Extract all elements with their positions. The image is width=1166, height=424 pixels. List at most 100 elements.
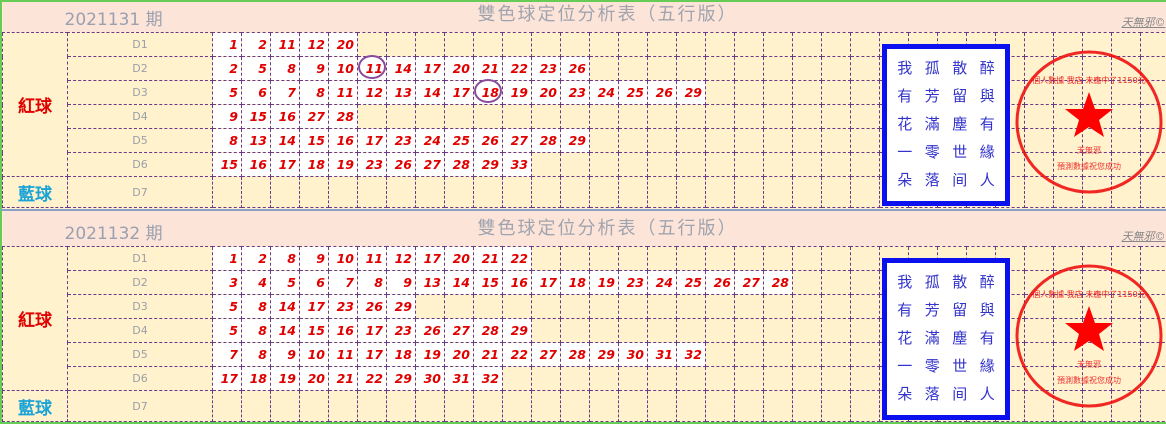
empty-cell[interactable] (647, 104, 677, 129)
empty-cell[interactable] (531, 366, 561, 391)
number-cell[interactable]: 5 (241, 56, 271, 81)
empty-cell[interactable] (792, 246, 822, 271)
empty-cell[interactable] (792, 80, 822, 105)
empty-cell[interactable] (357, 104, 387, 129)
empty-cell[interactable] (792, 294, 822, 319)
empty-cell[interactable] (444, 32, 474, 57)
empty-cell[interactable] (1053, 246, 1083, 271)
empty-cell[interactable] (705, 32, 735, 57)
empty-cell[interactable] (1024, 366, 1054, 391)
number-cell[interactable]: 28 (444, 152, 474, 177)
number-cell[interactable]: 13 (386, 80, 416, 105)
empty-cell[interactable] (618, 56, 648, 81)
empty-cell[interactable] (589, 176, 619, 208)
empty-cell[interactable] (821, 128, 851, 153)
empty-cell[interactable] (1111, 128, 1141, 153)
empty-cell[interactable] (850, 342, 880, 367)
empty-cell[interactable] (386, 176, 416, 208)
empty-cell[interactable] (821, 390, 851, 422)
empty-cell[interactable] (647, 152, 677, 177)
empty-cell[interactable] (705, 342, 735, 367)
number-cell[interactable]: 8 (299, 80, 329, 105)
number-cell[interactable]: 30 (415, 366, 445, 391)
empty-cell[interactable] (821, 56, 851, 81)
empty-cell[interactable] (1053, 270, 1083, 295)
number-cell[interactable]: 6 (299, 270, 329, 295)
number-cell[interactable]: 29 (502, 318, 532, 343)
empty-cell[interactable] (850, 366, 880, 391)
empty-cell[interactable] (821, 152, 851, 177)
number-cell[interactable]: 15 (299, 318, 329, 343)
empty-cell[interactable] (676, 366, 706, 391)
empty-cell[interactable] (792, 318, 822, 343)
empty-cell[interactable] (1140, 128, 1166, 153)
empty-cell[interactable] (589, 366, 619, 391)
empty-cell[interactable] (1111, 32, 1141, 57)
empty-cell[interactable] (560, 104, 590, 129)
empty-cell[interactable] (792, 152, 822, 177)
empty-cell[interactable] (357, 32, 387, 57)
empty-cell[interactable] (328, 176, 358, 208)
empty-cell[interactable] (589, 128, 619, 153)
empty-cell[interactable] (1053, 294, 1083, 319)
empty-cell[interactable] (647, 128, 677, 153)
number-cell[interactable]: 18 (299, 152, 329, 177)
empty-cell[interactable] (705, 128, 735, 153)
number-cell[interactable]: 2 (212, 56, 242, 81)
empty-cell[interactable] (734, 104, 764, 129)
empty-cell[interactable] (473, 176, 503, 208)
number-cell[interactable]: 30 (618, 342, 648, 367)
empty-cell[interactable] (647, 294, 677, 319)
empty-cell[interactable] (473, 390, 503, 422)
number-cell[interactable]: 1 (212, 32, 242, 57)
empty-cell[interactable] (1024, 318, 1054, 343)
number-cell[interactable]: 15 (241, 104, 271, 129)
number-cell[interactable]: 17 (357, 128, 387, 153)
number-cell[interactable]: 8 (241, 294, 271, 319)
empty-cell[interactable] (850, 128, 880, 153)
empty-cell[interactable] (1082, 32, 1112, 57)
number-cell[interactable]: 18 (241, 366, 271, 391)
empty-cell[interactable] (850, 246, 880, 271)
empty-cell[interactable] (850, 80, 880, 105)
empty-cell[interactable] (1082, 56, 1112, 81)
empty-cell[interactable] (1082, 80, 1112, 105)
empty-cell[interactable] (705, 80, 735, 105)
number-cell[interactable]: 27 (444, 318, 474, 343)
empty-cell[interactable] (647, 32, 677, 57)
number-cell[interactable]: 19 (270, 366, 300, 391)
empty-cell[interactable] (792, 56, 822, 81)
empty-cell[interactable] (676, 294, 706, 319)
number-cell[interactable]: 29 (386, 294, 416, 319)
number-cell[interactable]: 13 (241, 128, 271, 153)
number-cell[interactable]: 19 (589, 270, 619, 295)
number-cell[interactable]: 11 (357, 55, 387, 81)
empty-cell[interactable] (531, 32, 561, 57)
number-cell[interactable]: 20 (531, 80, 561, 105)
empty-cell[interactable] (589, 294, 619, 319)
empty-cell[interactable] (473, 104, 503, 129)
empty-cell[interactable] (821, 342, 851, 367)
empty-cell[interactable] (618, 390, 648, 422)
empty-cell[interactable] (1024, 128, 1054, 153)
empty-cell[interactable] (444, 294, 474, 319)
number-cell[interactable]: 17 (415, 56, 445, 81)
empty-cell[interactable] (850, 318, 880, 343)
empty-cell[interactable] (676, 390, 706, 422)
empty-cell[interactable] (415, 390, 445, 422)
empty-cell[interactable] (1140, 152, 1166, 177)
number-cell[interactable]: 17 (299, 294, 329, 319)
empty-cell[interactable] (734, 152, 764, 177)
number-cell[interactable]: 14 (415, 80, 445, 105)
empty-cell[interactable] (705, 246, 735, 271)
empty-cell[interactable] (705, 56, 735, 81)
empty-cell[interactable] (821, 246, 851, 271)
number-cell[interactable]: 23 (531, 56, 561, 81)
empty-cell[interactable] (1111, 294, 1141, 319)
empty-cell[interactable] (1111, 366, 1141, 391)
number-cell[interactable]: 9 (270, 342, 300, 367)
number-cell[interactable]: 26 (560, 56, 590, 81)
empty-cell[interactable] (1024, 32, 1054, 57)
empty-cell[interactable] (676, 246, 706, 271)
number-cell[interactable]: 12 (386, 246, 416, 271)
